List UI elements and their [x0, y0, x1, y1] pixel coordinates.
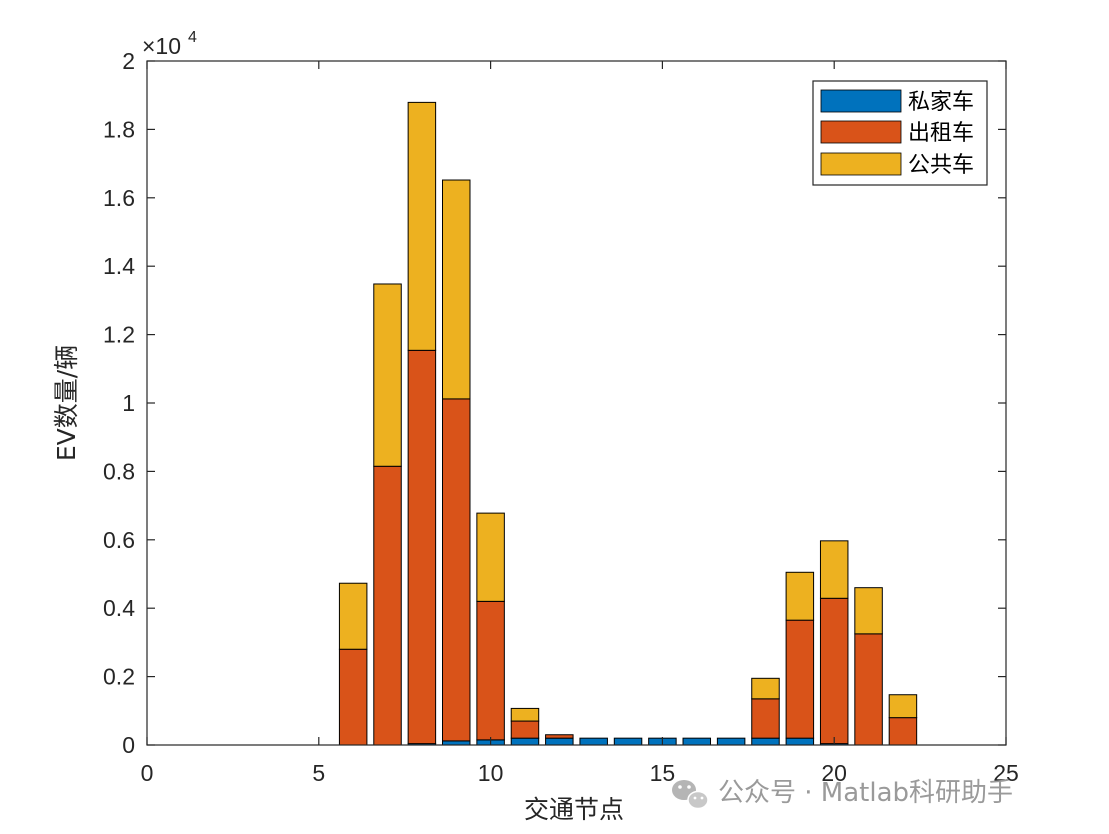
x-tick-label: 15 — [650, 760, 676, 786]
x-axis-title: 交通节点 — [524, 795, 624, 824]
legend-swatch-taxi — [820, 120, 902, 144]
bar-bus-node-22 — [888, 694, 918, 719]
bar-private-node-9 — [442, 740, 471, 746]
bar-bus-node-6 — [338, 582, 368, 650]
y-tick-label: 0.4 — [103, 595, 135, 621]
y-tick-label: 1.6 — [103, 185, 135, 211]
legend-swatch-bus — [820, 152, 902, 176]
bar-taxi-node-12 — [545, 734, 574, 739]
bar-taxi-node-19 — [785, 619, 815, 739]
x-tick-label: 25 — [993, 760, 1019, 786]
wechat-icon — [672, 780, 709, 810]
y-tick-label: 0.6 — [103, 527, 135, 553]
bar-private-node-14 — [613, 737, 643, 746]
bar-taxi-node-22 — [888, 717, 918, 746]
y-tick-label: 0.2 — [103, 664, 135, 690]
bar-bus-node-7 — [373, 283, 402, 467]
y-tick-label: 0 — [122, 732, 135, 758]
bar-private-node-19 — [785, 737, 815, 746]
y-axis-exponent-power: 4 — [188, 29, 197, 46]
legend-label-taxi: 出租车 — [908, 121, 974, 146]
bar-taxi-node-10 — [476, 600, 505, 741]
legend: 私家车 出租车 公共车 — [812, 80, 988, 186]
x-tick-label: 20 — [821, 760, 847, 786]
x-tick-label: 10 — [478, 760, 504, 786]
bar-taxi-node-21 — [854, 633, 883, 746]
x-tick-label: 0 — [141, 760, 154, 786]
bars-layer — [338, 101, 918, 746]
bar-taxi-node-9 — [442, 398, 471, 742]
bar-bus-node-10 — [476, 512, 505, 602]
bar-taxi-node-8 — [407, 349, 437, 745]
bar-taxi-node-6 — [338, 648, 368, 746]
bar-bus-node-20 — [819, 540, 849, 599]
y-tick-label: 1.4 — [103, 253, 135, 279]
bar-private-node-17 — [716, 737, 746, 746]
axes-layer: 0 5 10 15 20 25 0 0.2 0.4 0.6 0.8 1 1.2 1.4 1.6 1.8 2 — [103, 48, 1019, 786]
legend-label-bus: 公共车 — [908, 153, 974, 178]
y-tick-label: 2 — [122, 48, 135, 74]
y-tick-label: 1.2 — [103, 322, 135, 348]
bar-private-node-13 — [579, 737, 608, 746]
bar-taxi-node-18 — [751, 698, 780, 739]
bar-taxi-node-7 — [373, 465, 402, 746]
bar-taxi-node-11 — [510, 720, 540, 739]
bar-bus-node-18 — [751, 677, 780, 700]
legend-label-private: 私家车 — [908, 90, 974, 115]
y-tick-label: 1.8 — [103, 116, 135, 142]
bar-private-node-12 — [545, 737, 574, 746]
bar-private-node-11 — [510, 737, 540, 746]
y-tick-label: 0.8 — [103, 458, 135, 484]
legend-swatch-private — [820, 89, 902, 113]
bar-private-node-16 — [682, 737, 712, 746]
bar-bus-node-11 — [510, 707, 540, 722]
watermark: 公众号 · Matlab科研助手 — [672, 778, 1013, 810]
y-axis-exponent-base: ×10 — [142, 33, 181, 59]
bar-taxi-node-20 — [819, 597, 849, 745]
y-tick-label: 1 — [122, 390, 135, 416]
x-tick-label: 5 — [312, 760, 325, 786]
watermark-text: 公众号 · Matlab科研助手 — [718, 778, 1013, 808]
bar-private-node-18 — [751, 737, 780, 746]
bar-bus-node-19 — [785, 571, 815, 621]
bar-bus-node-21 — [854, 587, 883, 635]
bar-bus-node-8 — [407, 101, 437, 351]
bar-bus-node-9 — [442, 179, 471, 400]
y-axis-title: EV数量/辆 — [52, 345, 81, 461]
